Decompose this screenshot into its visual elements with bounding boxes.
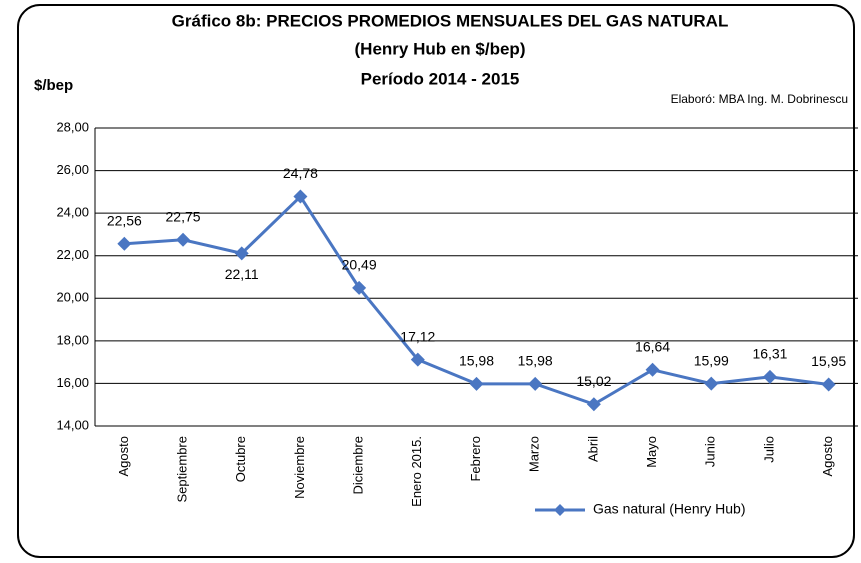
data-label: 16,31 bbox=[752, 346, 787, 362]
y-tick-label: 22,00 bbox=[56, 247, 89, 262]
data-label: 20,49 bbox=[342, 257, 377, 273]
x-tick-label: Julio bbox=[761, 436, 776, 463]
data-marker bbox=[117, 236, 132, 251]
data-marker bbox=[645, 362, 660, 377]
y-tick-label: 20,00 bbox=[56, 290, 89, 305]
data-label: 15,98 bbox=[518, 353, 553, 369]
chart-frame bbox=[17, 4, 855, 558]
chart-title: Gráfico 8b: PRECIOS PROMEDIOS MENSUALES … bbox=[172, 11, 729, 30]
x-tick-label: Marzo bbox=[527, 436, 542, 472]
chart-period: Período 2014 - 2015 bbox=[361, 69, 520, 88]
x-tick-label: Mayo bbox=[644, 436, 659, 468]
legend-marker bbox=[554, 504, 566, 516]
y-tick-label: 24,00 bbox=[56, 205, 89, 220]
x-tick-label: Diciembre bbox=[351, 436, 366, 495]
data-label: 15,02 bbox=[576, 373, 611, 389]
y-tick-label: 16,00 bbox=[56, 375, 89, 390]
data-marker bbox=[762, 369, 777, 384]
data-marker bbox=[176, 232, 191, 247]
x-tick-label: Noviembre bbox=[292, 436, 307, 499]
x-tick-label: Agosto bbox=[820, 436, 835, 476]
y-tick-label: 18,00 bbox=[56, 332, 89, 347]
y-tick-label: 28,00 bbox=[56, 119, 89, 134]
data-marker bbox=[352, 280, 367, 295]
data-label: 24,78 bbox=[283, 165, 318, 181]
x-tick-label: Agosto bbox=[116, 436, 131, 476]
x-tick-label: Octubre bbox=[233, 436, 248, 482]
chart-subtitle: (Henry Hub en $/bep) bbox=[355, 39, 526, 58]
x-tick-label: Febrero bbox=[468, 436, 483, 482]
data-label: 15,99 bbox=[694, 352, 729, 368]
data-marker bbox=[469, 376, 484, 391]
data-label: 16,64 bbox=[635, 339, 670, 355]
x-tick-label: Septiembre bbox=[174, 436, 189, 502]
data-marker bbox=[234, 246, 249, 261]
data-label: 22,11 bbox=[225, 266, 259, 282]
data-marker bbox=[704, 376, 719, 391]
x-tick-label: Abril bbox=[585, 436, 600, 462]
y-tick-label: 14,00 bbox=[56, 417, 89, 432]
data-marker bbox=[586, 397, 601, 412]
annotation: Elaboró: MBA Ing. M. Dobrinescu bbox=[671, 92, 848, 106]
data-label: 22,56 bbox=[107, 212, 142, 228]
data-marker bbox=[410, 352, 425, 367]
legend-label: Gas natural (Henry Hub) bbox=[593, 501, 746, 517]
data-label: 17,12 bbox=[400, 328, 435, 344]
y-axis-label: $/bep bbox=[34, 77, 73, 94]
data-label: 15,95 bbox=[811, 353, 846, 369]
x-tick-label: Junio bbox=[703, 436, 718, 467]
x-tick-label: Enero 2015. bbox=[409, 436, 424, 507]
y-tick-label: 26,00 bbox=[56, 162, 89, 177]
data-marker bbox=[821, 377, 836, 392]
data-label: 15,98 bbox=[459, 353, 494, 369]
data-marker bbox=[528, 376, 543, 391]
data-label: 22,75 bbox=[166, 208, 201, 224]
data-marker bbox=[293, 189, 308, 204]
